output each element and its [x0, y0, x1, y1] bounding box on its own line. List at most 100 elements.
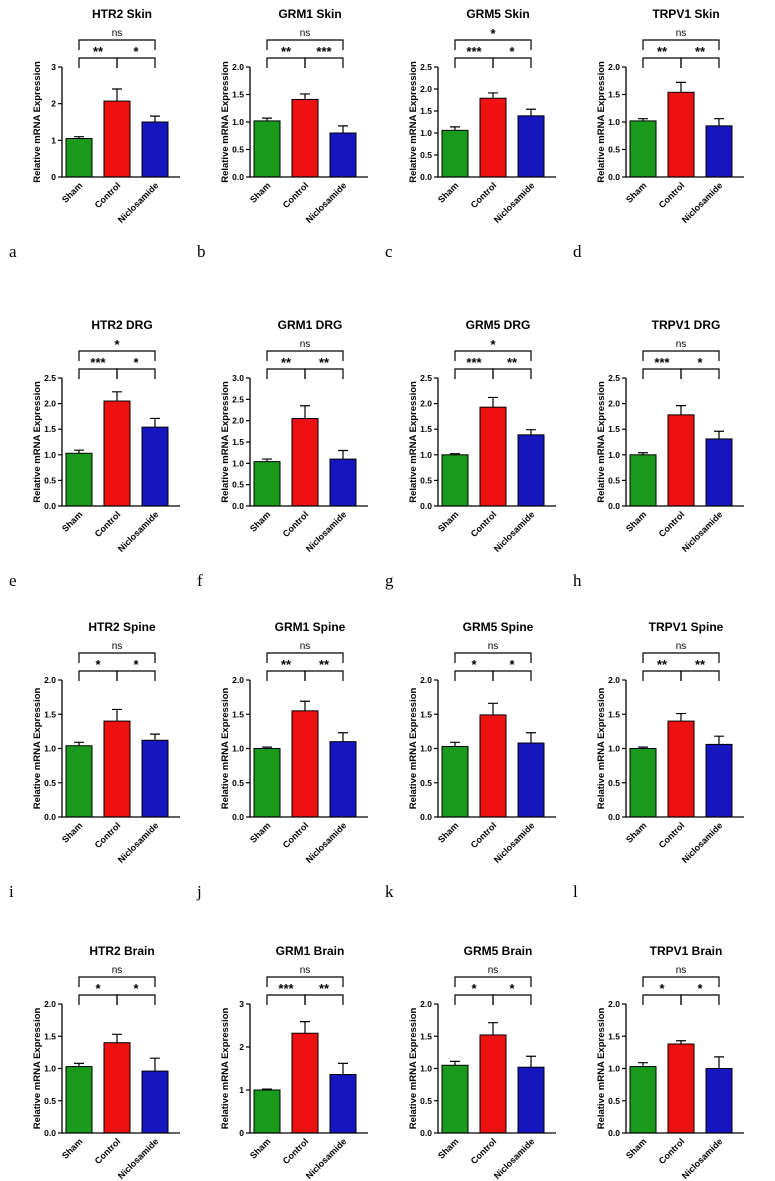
- y-tick-label: 0: [51, 172, 56, 182]
- y-tick-label: 3: [51, 62, 56, 72]
- significance-label: *: [133, 355, 139, 370]
- error-bar: [488, 396, 498, 408]
- category-label: Sham: [624, 509, 648, 533]
- error-bar: [450, 741, 460, 747]
- panel-title: GRM5 Spine: [463, 620, 534, 634]
- y-tick-label: 0.0: [608, 1128, 620, 1138]
- panel-title: GRM1 DRG: [278, 318, 343, 332]
- y-axis-label: Relative mRNA Expression: [220, 1008, 231, 1130]
- panel-letter: k: [385, 882, 394, 901]
- significance-bracket: [266, 670, 306, 681]
- panel-letter: f: [197, 571, 203, 590]
- error-bar: [450, 453, 460, 455]
- significance-label: ns: [112, 641, 123, 652]
- y-axis-label: Relative mRNA Expression: [32, 1008, 43, 1130]
- y-tick-label: 1.5: [608, 709, 620, 719]
- category-label: Niclosamide: [492, 509, 537, 554]
- category-label: Control: [657, 820, 687, 850]
- y-tick-label: 2.0: [420, 999, 432, 1009]
- y-tick-label: 2.0: [420, 675, 432, 685]
- significance-label: **: [281, 657, 292, 672]
- y-tick-label: 1.0: [44, 1064, 56, 1074]
- category-label: Sham: [624, 180, 648, 204]
- category-label: Niclosamide: [116, 820, 161, 865]
- y-tick-label: 1: [239, 1085, 244, 1095]
- bar-sham: [629, 1066, 657, 1134]
- error-bar: [714, 1056, 724, 1069]
- bar-control: [479, 714, 507, 818]
- error-bar: [262, 746, 272, 749]
- bar-niclosamide: [141, 426, 169, 507]
- panel-a: HTR2 Skin Relative mRNA Expression Sham Con…: [9, 7, 180, 261]
- error-bar: [74, 136, 84, 139]
- bar-niclosamide: [329, 741, 357, 818]
- category-label: Control: [281, 509, 311, 539]
- significance-bracket: [642, 994, 682, 1005]
- category-label: Sham: [60, 180, 84, 204]
- significance-bracket: [266, 652, 344, 663]
- bar-niclosamide: [705, 743, 733, 818]
- category-label: Niclosamide: [680, 180, 725, 225]
- significance-label: ns: [300, 641, 311, 652]
- y-tick-label: 0.0: [420, 1128, 432, 1138]
- error-bar: [526, 732, 536, 744]
- error-bar: [676, 712, 686, 722]
- significance-label: **: [319, 657, 330, 672]
- y-tick-label: 0.5: [420, 778, 432, 788]
- significance-label: ***: [466, 44, 482, 59]
- y-tick-label: 1.0: [232, 117, 244, 127]
- panel-title: TRPV1 Skin: [652, 7, 719, 21]
- y-axis-label: Relative mRNA Expression: [408, 381, 419, 503]
- error-bar: [676, 405, 686, 415]
- panel-o: GRM5 Brain Relative mRNA Expression Sham Co…: [408, 944, 556, 1181]
- significance-label: **: [695, 44, 706, 59]
- y-tick-label: 1.5: [232, 90, 244, 100]
- bar-sham: [629, 748, 657, 818]
- significance-label: ns: [300, 965, 311, 976]
- panel-letter: c: [385, 242, 393, 261]
- error-bar: [676, 1040, 686, 1044]
- category-label: Niclosamide: [116, 1136, 161, 1181]
- y-axis-label: Relative mRNA Expression: [220, 61, 231, 183]
- significance-label: **: [695, 657, 706, 672]
- bar-sham: [629, 454, 657, 507]
- category-label: Niclosamide: [680, 509, 725, 554]
- y-axis-label: Relative mRNA Expression: [596, 381, 607, 503]
- panel-title: GRM5 Brain: [464, 944, 533, 958]
- y-axis-label: Relative mRNA Expression: [408, 1008, 419, 1130]
- y-axis-label: Relative mRNA Expression: [596, 1008, 607, 1130]
- error-bar: [526, 108, 536, 116]
- significance-bracket: [116, 368, 156, 379]
- y-tick-label: 2.0: [608, 399, 620, 409]
- significance-bracket: [642, 670, 682, 681]
- significance-bracket: [680, 368, 720, 379]
- y-tick-label: 1.5: [420, 1031, 432, 1041]
- significance-label: **: [319, 981, 330, 996]
- y-tick-label: 2.0: [608, 62, 620, 72]
- y-tick-label: 1.0: [44, 744, 56, 754]
- bar-control: [667, 91, 695, 178]
- y-tick-label: 3: [239, 999, 244, 1009]
- error-bar: [638, 1062, 648, 1067]
- significance-label: *: [509, 657, 515, 672]
- y-tick-label: 0.5: [44, 475, 56, 485]
- y-tick-label: 2: [239, 1042, 244, 1052]
- significance-label: *: [490, 337, 496, 352]
- category-label: Sham: [624, 1136, 648, 1160]
- y-tick-label: 1.5: [420, 424, 432, 434]
- category-label: Control: [469, 180, 499, 210]
- significance-label: ns: [676, 641, 687, 652]
- significance-bracket: [78, 350, 156, 361]
- y-tick-label: 2.0: [420, 84, 432, 94]
- y-tick-label: 1.5: [608, 90, 620, 100]
- category-label: Sham: [436, 820, 460, 844]
- y-tick-label: 0.0: [44, 812, 56, 822]
- significance-bracket: [266, 350, 344, 361]
- significance-label: *: [509, 981, 515, 996]
- significance-bracket: [304, 368, 344, 379]
- bar-niclosamide: [705, 438, 733, 507]
- significance-label: **: [319, 355, 330, 370]
- category-label: Sham: [60, 509, 84, 533]
- significance-bracket: [642, 652, 720, 663]
